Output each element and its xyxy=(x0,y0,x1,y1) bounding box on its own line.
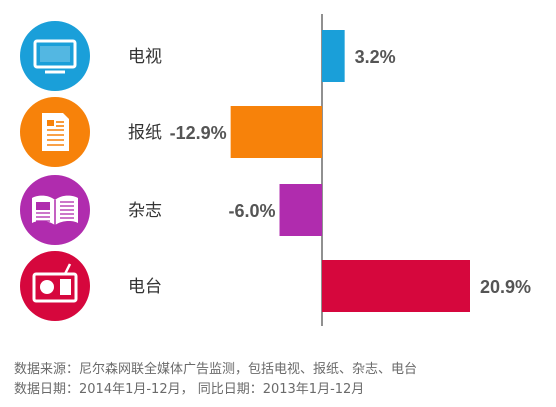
bar xyxy=(322,30,345,82)
bar xyxy=(322,260,470,312)
value-label: -12.9% xyxy=(170,123,227,143)
category-label: 杂志 xyxy=(128,201,162,221)
category-label: 电视 xyxy=(128,47,162,67)
chart: 电视 3.2% 报纸 -12.9% 杂志 -6.0% 电台 20.9% xyxy=(20,14,531,326)
bar xyxy=(230,106,322,158)
magazine-icon xyxy=(20,175,90,245)
date-note: 数据日期：2014年1月-12月， 同比日期：2013年1月-12月 xyxy=(14,382,365,397)
category-label: 电台 xyxy=(128,277,162,297)
radio-icon xyxy=(20,251,90,321)
tv-icon xyxy=(20,21,90,91)
source-note: 数据来源：尼尔森网联全媒体广告监测，包括电视、报纸、杂志、电台 xyxy=(14,362,418,377)
bar xyxy=(279,184,322,236)
value-label: 20.9% xyxy=(480,277,531,297)
value-label: 3.2% xyxy=(355,47,396,67)
newspaper-icon xyxy=(20,97,90,167)
value-label: -6.0% xyxy=(228,201,275,221)
category-label: 报纸 xyxy=(128,123,162,143)
